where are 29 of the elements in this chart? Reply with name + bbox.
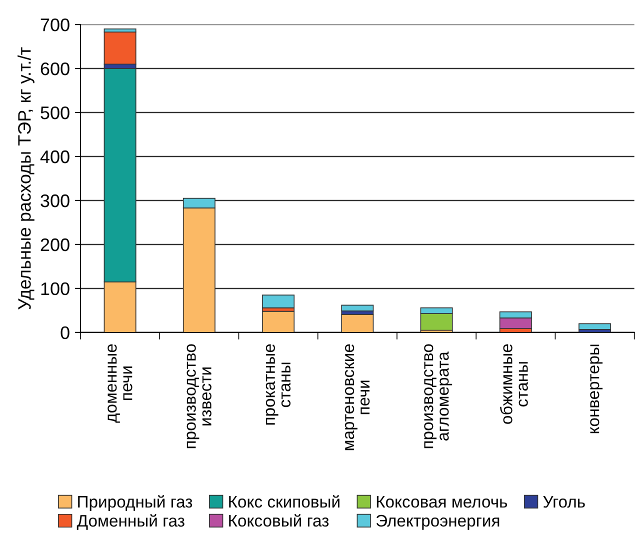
legend-label: Природный газ (78, 495, 192, 511)
x-tick-label: доменные печи (108, 344, 132, 423)
legend-label: Доменный газ (76, 514, 184, 530)
y-tick-label: 200 (40, 238, 70, 252)
x-tick-label: прокатные станы (266, 344, 291, 425)
bar (104, 32, 136, 65)
y-tick-label: 700 (40, 18, 70, 32)
legend-label: Кокс скиповый (229, 495, 340, 508)
bar (262, 294, 295, 308)
legend-label: Уголь (543, 496, 585, 508)
y-tick-label: 300 (40, 194, 70, 208)
x-tick-label: мартеновские печи (344, 344, 370, 450)
legend-label: Коксовая мелочь (376, 496, 508, 508)
bar (341, 304, 374, 312)
x-tick-label: конвертеры (590, 344, 603, 434)
y-tick-label: 400 (40, 150, 70, 164)
bar (578, 323, 612, 330)
x-tick-label: производство извести (186, 344, 212, 448)
x-tick-label: обжимные станы (500, 344, 528, 424)
y-tick-label: 500 (40, 106, 70, 120)
y-tick-label: 0 (60, 326, 70, 340)
bar (262, 310, 295, 332)
legend-label: Электроэнергия (376, 514, 500, 530)
legend-label: Коксовый газ (229, 514, 329, 527)
y-tick-label: 600 (40, 62, 70, 76)
y-axis-title: Удельные расходы ТЭР, кг у.т./т (18, 47, 34, 310)
bar (341, 314, 374, 332)
x-tick-label: производство агломерата (424, 344, 452, 448)
y-tick-label: 100 (41, 282, 70, 296)
